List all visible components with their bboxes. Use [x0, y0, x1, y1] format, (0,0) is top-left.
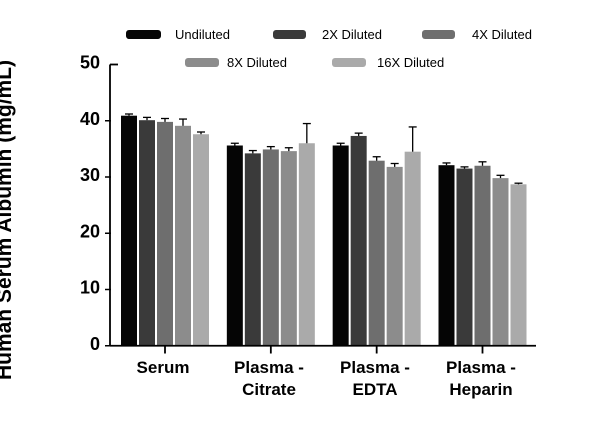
svg-text:0: 0 [90, 334, 100, 354]
svg-text:20: 20 [80, 221, 100, 241]
svg-text:40: 40 [80, 109, 100, 129]
svg-text:10: 10 [80, 278, 100, 298]
svg-text:30: 30 [80, 165, 100, 185]
svg-text:50: 50 [80, 53, 100, 73]
